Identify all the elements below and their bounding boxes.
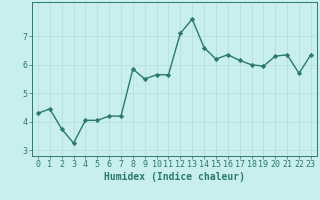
X-axis label: Humidex (Indice chaleur): Humidex (Indice chaleur): [104, 172, 245, 182]
